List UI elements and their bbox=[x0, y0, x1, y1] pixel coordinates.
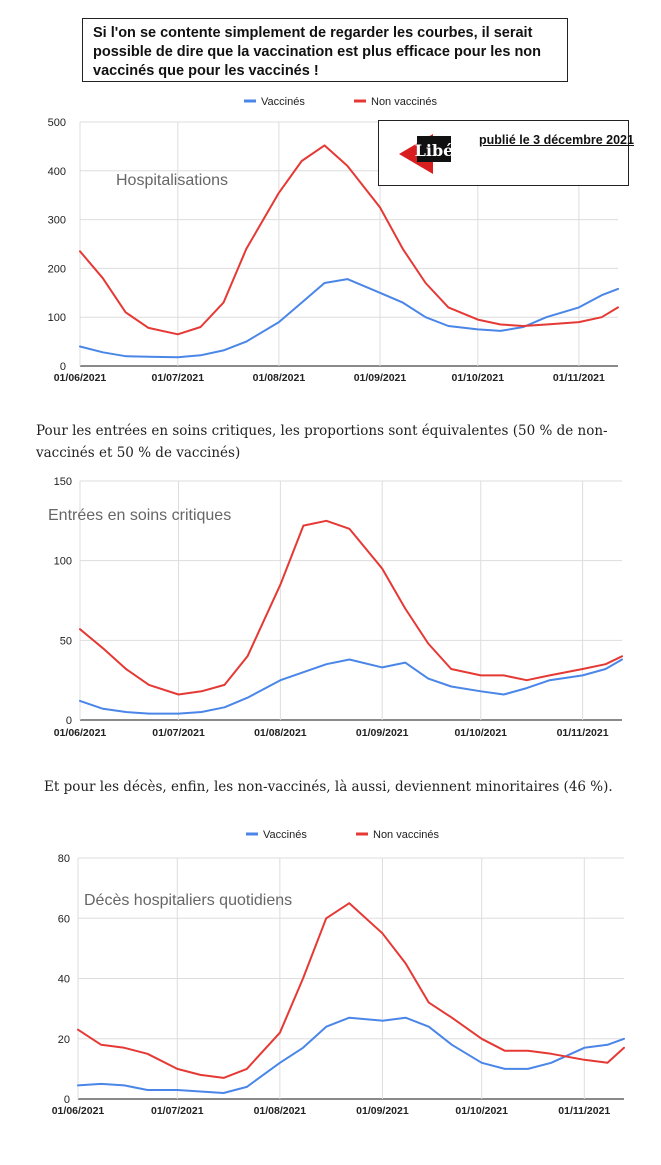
chart-title: Hospitalisations bbox=[116, 172, 228, 189]
y-tick-label: 60 bbox=[58, 913, 70, 925]
y-tick-label: 200 bbox=[48, 263, 66, 275]
legend-label: Non vaccinés bbox=[373, 829, 440, 841]
series-line-vaccinated bbox=[77, 1016, 625, 1094]
x-tick-label: 01/07/2021 bbox=[152, 727, 205, 739]
x-tick-label: 01/06/2021 bbox=[54, 727, 107, 739]
y-tick-label: 20 bbox=[58, 1034, 70, 1046]
y-tick-label: 0 bbox=[64, 1094, 70, 1106]
y-tick-label: 0 bbox=[66, 715, 72, 727]
y-tick-label: 500 bbox=[48, 117, 66, 129]
x-tick-label: 01/06/2021 bbox=[52, 1105, 105, 1117]
chart-title: Décès hospitaliers quotidiens bbox=[84, 892, 292, 909]
series-line-unvaccinated bbox=[79, 144, 619, 336]
critical-care-chart: 0 50 100 150 01/06/2021 01/07/2021 01/08/2021 0… bbox=[48, 476, 623, 739]
series-line-vaccinated bbox=[79, 658, 623, 715]
series-line-unvaccinated bbox=[79, 519, 623, 696]
x-tick-label: 01/10/2021 bbox=[455, 1105, 508, 1117]
series-line-vaccinated bbox=[79, 278, 619, 359]
y-tick-label: 150 bbox=[54, 476, 72, 488]
publication-date: publié le 3 décembre 2021 bbox=[479, 133, 634, 147]
x-tick-label: 01/07/2021 bbox=[152, 372, 205, 384]
legend-label: Vaccinés bbox=[261, 96, 305, 108]
libe-logo-text: Libé bbox=[415, 141, 454, 160]
caption-deaths: Et pour les décès, enfin, les non-vaccin… bbox=[44, 779, 613, 795]
y-tick-label: 80 bbox=[58, 853, 70, 865]
x-tick-label: 01/09/2021 bbox=[356, 1105, 409, 1117]
x-tick-label: 01/10/2021 bbox=[452, 372, 505, 384]
x-tick-label: 01/11/2021 bbox=[553, 372, 605, 384]
x-tick-label: 01/10/2021 bbox=[454, 727, 507, 739]
header-note-text: Si l'on se contente simplement de regard… bbox=[93, 25, 542, 79]
x-tick-label: 01/09/2021 bbox=[356, 727, 409, 739]
x-tick-label: 01/08/2021 bbox=[253, 372, 306, 384]
y-tick-label: 400 bbox=[48, 166, 66, 178]
x-tick-label: 01/11/2021 bbox=[557, 727, 609, 739]
y-tick-label: 0 bbox=[60, 361, 66, 373]
y-tick-label: 100 bbox=[48, 312, 66, 324]
x-tick-label: 01/08/2021 bbox=[254, 1105, 307, 1117]
x-tick-label: 01/07/2021 bbox=[151, 1105, 204, 1117]
legend-label: Vaccinés bbox=[263, 829, 307, 841]
y-tick-label: 50 bbox=[60, 635, 72, 647]
x-tick-label: 01/11/2021 bbox=[558, 1105, 610, 1117]
x-tick-label: 01/08/2021 bbox=[254, 727, 307, 739]
legend-label: Non vaccinés bbox=[371, 96, 438, 108]
y-tick-label: 300 bbox=[48, 215, 66, 227]
caption-critical: Pour les entrées en soins critiques, les… bbox=[36, 423, 608, 461]
header-note: Si l'on se contente simplement de regard… bbox=[82, 18, 568, 82]
series-line-unvaccinated bbox=[77, 902, 625, 1079]
deaths-chart: 0 20 40 60 80 01/06/2021 01/07/2021 01/08/2021 0… bbox=[52, 829, 625, 1117]
x-tick-label: 01/09/2021 bbox=[354, 372, 407, 384]
chart-title: Entrées en soins critiques bbox=[48, 507, 231, 524]
y-tick-label: 100 bbox=[54, 556, 72, 568]
x-tick-label: 01/06/2021 bbox=[54, 372, 107, 384]
y-tick-label: 40 bbox=[58, 974, 70, 986]
libe-logo: Libé bbox=[399, 134, 454, 174]
source-badge: Libé publié le 3 décembre 2021 bbox=[378, 120, 634, 186]
